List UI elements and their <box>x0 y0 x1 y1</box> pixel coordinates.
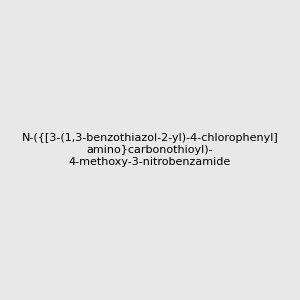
Text: N-({[3-(1,3-benzothiazol-2-yl)-4-chlorophenyl]
amino}carbonothioyl)-
4-methoxy-3: N-({[3-(1,3-benzothiazol-2-yl)-4-chlorop… <box>22 134 278 166</box>
